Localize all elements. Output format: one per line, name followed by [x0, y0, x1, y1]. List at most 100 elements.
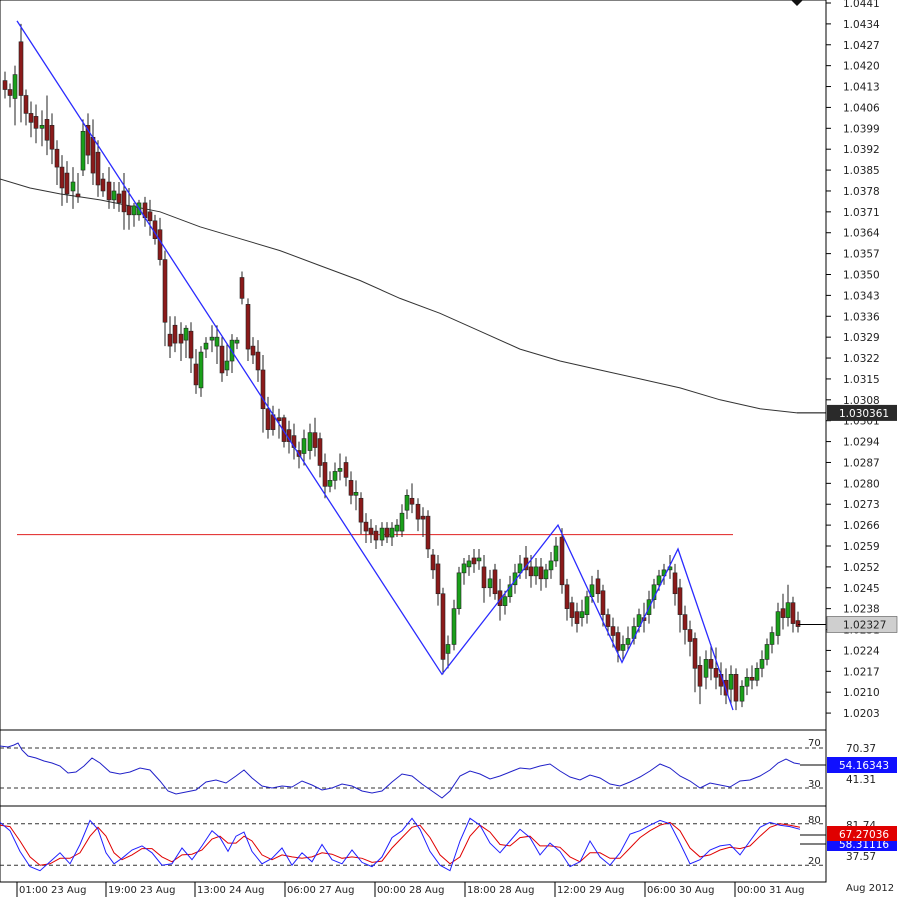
candle-body	[373, 530, 379, 541]
x-tick-label: 18:00 28 Aug	[467, 885, 534, 896]
y-tick-label: 1.0287	[843, 457, 880, 469]
candle-body	[332, 471, 338, 481]
candle-body	[481, 566, 487, 589]
candle-body	[260, 369, 266, 410]
y-tick-label: 1.0210	[843, 687, 880, 699]
zigzag-pattern-line	[16, 20, 734, 711]
candle-body	[85, 125, 91, 156]
candle-body	[183, 327, 189, 341]
y-tick-label: 1.0224	[843, 645, 880, 657]
candle-body	[466, 560, 472, 568]
candle-body	[358, 497, 364, 523]
candle-body	[703, 659, 709, 678]
y-tick-label: 1.0217	[843, 666, 880, 678]
candle-body	[404, 494, 410, 511]
stoch-main-label: 67.27036	[839, 829, 889, 841]
price-axis: 1.0441 1.0434 1.0427 1.0420 1.0413 1.0406 1.03…	[797, 0, 898, 720]
candle-body	[476, 557, 482, 562]
candle-body	[312, 432, 318, 448]
y-tick-label: 1.0385	[843, 165, 880, 177]
y-tick-label: 1.0413	[843, 82, 880, 94]
candle-body	[785, 602, 791, 618]
candle-body	[775, 611, 781, 636]
candle-body	[677, 587, 683, 615]
candle-body	[70, 181, 76, 192]
scroll-marker-icon[interactable]	[791, 0, 803, 6]
candle-body	[764, 644, 770, 660]
candle-body	[697, 665, 703, 687]
y-tick-label: 1.0315	[843, 374, 880, 386]
candle-body	[209, 336, 215, 341]
y-tick-label: 1.0406	[843, 102, 880, 114]
y-tick-label: 1.0294	[843, 437, 880, 449]
candle-body	[415, 503, 421, 520]
y-tick-label: 1.0427	[843, 40, 880, 52]
x-tick-label: 06:00 27 Aug	[287, 885, 354, 896]
candle-body	[461, 563, 467, 574]
y-tick-label: 1.0280	[843, 478, 880, 490]
candle-body	[543, 569, 549, 580]
candle-body	[126, 205, 132, 216]
candle-body	[317, 438, 323, 466]
candle-body	[497, 590, 503, 606]
candle-body	[75, 193, 81, 198]
candle-body	[162, 259, 168, 323]
candle-body	[363, 521, 369, 532]
y-tick-label: 1.0364	[843, 228, 880, 240]
candle-body	[605, 614, 611, 627]
stoch-scale-label-bottom: 37.57	[846, 851, 876, 863]
candle-body	[548, 560, 554, 571]
candle-body	[795, 620, 801, 627]
candle-body	[749, 676, 755, 681]
candle-body	[564, 584, 570, 609]
candle-body	[80, 130, 86, 171]
candle-body	[193, 363, 199, 386]
y-tick-label: 1.0371	[843, 207, 880, 219]
candle-body	[116, 193, 122, 204]
candle-body	[157, 229, 163, 260]
stoch-level-label: 20	[808, 856, 821, 867]
candle-body	[728, 673, 734, 690]
candle-body	[368, 527, 374, 535]
candle-body	[348, 480, 354, 496]
candle-body	[507, 584, 513, 598]
candle-body	[451, 608, 457, 645]
candle-body	[399, 512, 405, 532]
candle-body	[502, 596, 508, 606]
candle-body	[538, 566, 544, 580]
stoch-k-line	[0, 817, 801, 872]
candle-body	[425, 515, 431, 550]
y-tick-label: 1.0434	[843, 19, 880, 31]
y-tick-label: 1.0245	[843, 583, 880, 595]
candle-body	[178, 333, 184, 344]
candle-body	[28, 113, 34, 123]
time-axis: 01:00 23 Aug 19:00 23 Aug 13:00 24 Aug 06:0…	[16, 882, 804, 897]
candle-body	[188, 330, 194, 359]
candle-body	[234, 339, 240, 344]
candle-body	[265, 408, 271, 430]
x-tick-label: 13:00 24 Aug	[197, 885, 264, 896]
candle-body	[131, 205, 137, 216]
candle-body	[100, 178, 106, 192]
stoch-level-label: 80	[808, 815, 821, 826]
rsi-scale-label-top: 70.37	[846, 743, 876, 755]
candle-body	[245, 304, 251, 350]
candle-body	[754, 668, 760, 681]
candle-body	[687, 629, 693, 642]
y-tick-label: 1.0357	[843, 249, 880, 261]
candle-body	[39, 125, 45, 129]
candle-body	[733, 673, 739, 702]
candle-body	[49, 125, 55, 150]
x-tick-label: 06:00 30 Aug	[647, 885, 714, 896]
candle-body	[276, 417, 282, 421]
candle-body	[440, 593, 446, 660]
y-tick-label: 1.0392	[843, 144, 880, 156]
candle-body	[739, 685, 745, 702]
candle-body	[379, 527, 385, 541]
y-tick-label: 1.0343	[843, 290, 880, 302]
y-tick-label: 1.0399	[843, 123, 880, 135]
candle-body	[2, 80, 8, 90]
